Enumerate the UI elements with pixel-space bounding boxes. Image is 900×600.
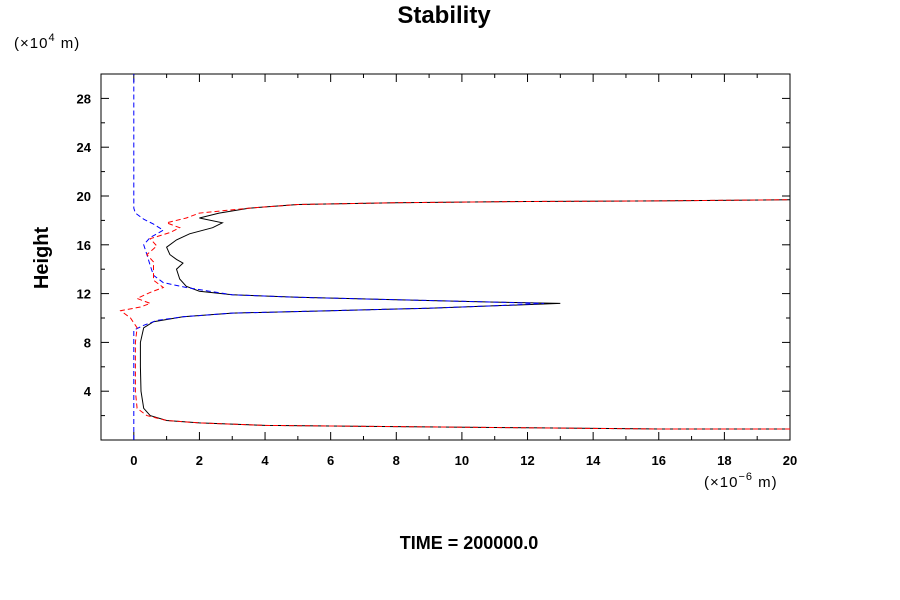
y-unit-label: (×104 m) <box>14 32 80 52</box>
y-tick-label: 4 <box>84 384 92 399</box>
x-tick-label: 14 <box>586 453 601 468</box>
y-tick-label: 16 <box>77 238 91 253</box>
y-tick-label: 8 <box>84 335 91 350</box>
x-tick-label: 18 <box>717 453 731 468</box>
time-label: TIME = 200000.0 <box>400 533 539 553</box>
series-line-1 <box>139 199 790 430</box>
x-tick-label: 10 <box>455 453 469 468</box>
y-tick-label: 20 <box>77 189 91 204</box>
series-line-2 <box>133 74 544 440</box>
plot-frame <box>100 73 791 441</box>
x-unit-label: (×10−6 m) <box>704 471 778 491</box>
x-tick-label: 6 <box>327 453 334 468</box>
y-tick-label: 24 <box>77 140 92 155</box>
y-axis-label: Height <box>31 227 53 290</box>
chart-title: Stability <box>397 2 491 29</box>
x-tick-label: 20 <box>783 453 797 468</box>
x-tick-label: 0 <box>130 453 137 468</box>
series-line-3 <box>119 199 790 430</box>
y-tick-label: 28 <box>77 91 91 106</box>
x-tick-label: 16 <box>652 453 666 468</box>
data-series <box>119 74 790 440</box>
x-tick-label: 4 <box>261 453 269 468</box>
x-tick-label: 2 <box>196 453 203 468</box>
y-tick-label: 12 <box>77 287 91 302</box>
x-tick-label: 12 <box>520 453 534 468</box>
x-tick-label: 8 <box>393 453 400 468</box>
